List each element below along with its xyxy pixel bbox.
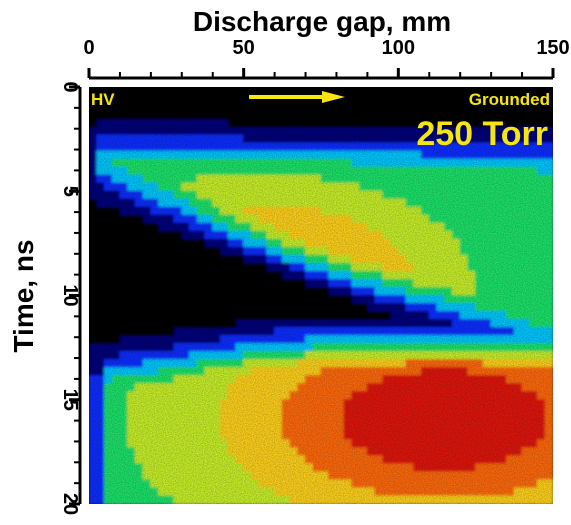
x-axis-title: Discharge gap, mm <box>193 6 451 37</box>
x-tick-label: 100 <box>382 37 415 59</box>
x-tick-label: 150 <box>536 37 569 59</box>
pressure-label: 250 Torr <box>416 115 548 153</box>
grounded-electrode-label: Grounded <box>469 90 550 109</box>
y-tick-label: 15 <box>59 389 81 411</box>
y-axis-title: Time, ns <box>8 239 39 352</box>
noise-overlay <box>89 87 553 504</box>
x-tick-label: 50 <box>233 37 255 59</box>
heatmap-panel <box>89 87 553 504</box>
y-tick-label: 5 <box>59 186 81 197</box>
axes: 0 50 100 150 0 5 10 15 20 <box>59 37 570 515</box>
direction-arrow-icon <box>249 91 345 103</box>
y-tick-label: 10 <box>59 284 81 306</box>
y-tick-label: 20 <box>59 493 81 515</box>
hv-electrode-label: HV <box>91 90 115 109</box>
x-tick-label: 0 <box>83 37 94 59</box>
y-tick-label: 0 <box>59 81 81 92</box>
